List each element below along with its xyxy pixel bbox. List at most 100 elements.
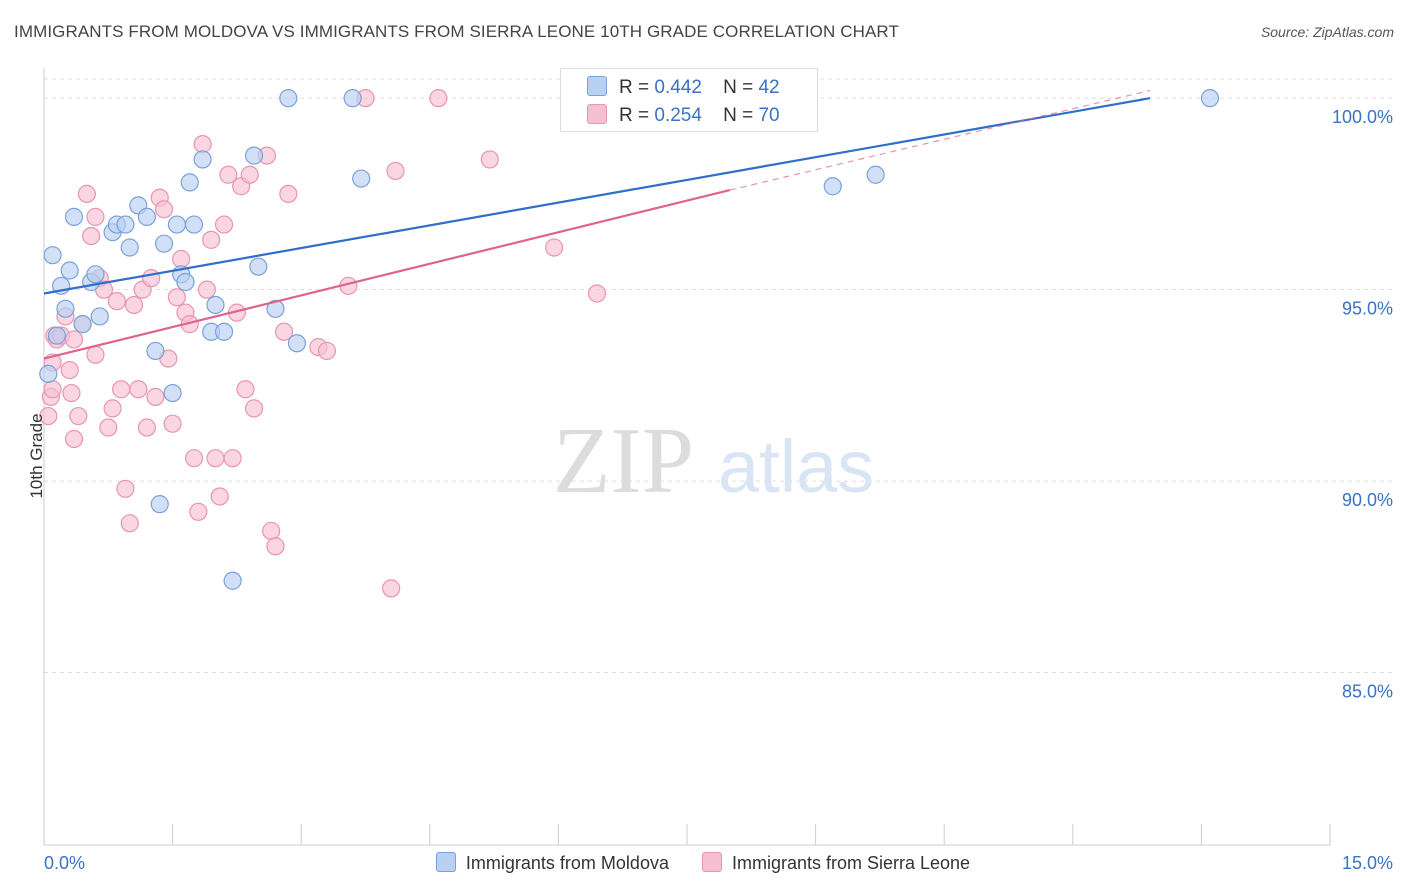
moldova-point bbox=[116, 215, 135, 234]
sierra-swatch bbox=[587, 104, 607, 124]
sierra-leone-points bbox=[39, 89, 607, 598]
sierra-leone-point bbox=[193, 135, 212, 154]
legend-item-moldova: Immigrants from Moldova bbox=[435, 852, 669, 874]
y-tick-label: 85.0% bbox=[1342, 682, 1393, 702]
legend-sierra-label: Immigrants from Sierra Leone bbox=[731, 853, 971, 873]
moldova-trend-line bbox=[43, 97, 1151, 295]
sierra-leone-point bbox=[172, 249, 191, 269]
moldova-point bbox=[352, 169, 371, 188]
moldova-point bbox=[206, 295, 225, 315]
legend-item-sierra: Immigrants from Sierra Leone bbox=[701, 852, 971, 874]
moldova-n-label: N = bbox=[723, 77, 754, 98]
sierra-leone-point bbox=[112, 380, 131, 399]
moldova-point bbox=[244, 146, 264, 165]
sierra-leone-point bbox=[214, 215, 234, 234]
sierra-leone-point bbox=[154, 200, 174, 219]
moldova-point bbox=[167, 215, 186, 234]
moldova-point bbox=[163, 383, 182, 403]
moldova-point bbox=[154, 234, 174, 253]
watermark-zip: ZIP bbox=[553, 409, 694, 513]
sierra-leone-point bbox=[223, 449, 242, 468]
moldova-point bbox=[214, 322, 234, 341]
sierra-leone-point bbox=[64, 429, 84, 449]
stats-legend: R = 0.442 N = 42 R = 0.254 N = 70 bbox=[560, 68, 818, 132]
moldova-point bbox=[287, 334, 307, 353]
sierra-leone-point bbox=[240, 165, 259, 184]
sierra-leone-point bbox=[64, 330, 84, 349]
sierra-leone-point bbox=[197, 280, 216, 299]
sierra-leone-point bbox=[236, 380, 255, 399]
sierra-leone-point bbox=[184, 449, 204, 468]
moldova-point bbox=[47, 326, 66, 345]
moldova-point bbox=[73, 315, 92, 334]
moldova-point bbox=[343, 89, 362, 108]
watermark: ZIP atlas bbox=[553, 409, 874, 513]
moldova-point bbox=[823, 177, 842, 196]
moldova-point bbox=[86, 265, 105, 284]
moldova-point bbox=[249, 257, 268, 276]
sierra-n-value: 70 bbox=[758, 105, 780, 126]
sierra-leone-point bbox=[124, 295, 144, 315]
sierra-leone-point bbox=[99, 418, 118, 437]
sierra-leone-point bbox=[163, 414, 182, 433]
sierra-trend-extension bbox=[729, 89, 1151, 191]
sierra-leone-point bbox=[82, 226, 101, 246]
sierra-leone-point bbox=[120, 514, 139, 533]
moldova-point bbox=[39, 364, 58, 384]
moldova-point bbox=[184, 215, 204, 234]
sierra-leone-point bbox=[545, 238, 564, 257]
trend-lines bbox=[43, 89, 1151, 360]
moldova-point bbox=[64, 207, 84, 226]
sierra-leone-point bbox=[77, 184, 96, 203]
moldova-point bbox=[266, 299, 285, 318]
sierra-leone-point bbox=[587, 284, 607, 303]
sierra-r-label: R = bbox=[619, 105, 650, 126]
sierra-leone-point bbox=[244, 399, 264, 418]
legend-moldova-label: Immigrants from Moldova bbox=[465, 853, 669, 873]
chart-source: Source: ZipAtlas.com bbox=[1260, 24, 1394, 40]
sierra-leone-point bbox=[279, 184, 298, 203]
legend-row-sierra: R = 0.254 N = 70 bbox=[587, 104, 780, 127]
moldova-point bbox=[1200, 89, 1220, 108]
moldova-points bbox=[39, 89, 1220, 590]
moldova-point bbox=[60, 261, 79, 280]
sierra-leone-point bbox=[317, 341, 337, 361]
moldova-point bbox=[176, 272, 195, 292]
moldova-r-label: R = bbox=[619, 77, 650, 98]
sierra-leone-point bbox=[60, 360, 79, 380]
sierra-leone-point bbox=[116, 479, 135, 498]
axes bbox=[43, 68, 1331, 846]
sierra-leone-point bbox=[69, 406, 88, 426]
watermark-atlas: atlas bbox=[718, 425, 874, 508]
sierra-leone-point bbox=[202, 230, 221, 249]
sierra-leone-point bbox=[382, 579, 401, 598]
sierra-legend-swatch bbox=[701, 852, 722, 872]
moldova-point bbox=[223, 571, 242, 590]
moldova-n-value: 42 bbox=[758, 77, 780, 98]
sierra-leone-point bbox=[480, 150, 499, 169]
sierra-leone-point bbox=[142, 269, 161, 288]
moldova-point bbox=[279, 89, 298, 108]
sierra-leone-point bbox=[262, 521, 281, 541]
sierra-leone-point bbox=[429, 89, 448, 108]
sierra-n-label: N = bbox=[723, 105, 754, 126]
sierra-leone-point bbox=[39, 406, 58, 426]
x-tick-label-left: 0.0% bbox=[44, 853, 85, 873]
sierra-leone-point bbox=[386, 161, 405, 181]
sierra-leone-point bbox=[167, 288, 186, 307]
tick-labels: 85.0% 90.0% 95.0% 100.0% 0.0% 15.0% bbox=[44, 107, 1393, 873]
sierra-leone-point bbox=[210, 487, 229, 506]
y-tick-label: 100.0% bbox=[1332, 107, 1393, 127]
sierra-leone-point bbox=[206, 449, 225, 468]
chart-title: IMMIGRANTS FROM MOLDOVA VS IMMIGRANTS FR… bbox=[14, 22, 899, 41]
moldova-point bbox=[866, 165, 885, 184]
moldova-r-value: 0.442 bbox=[654, 77, 702, 98]
sierra-leone-point bbox=[274, 322, 294, 341]
sierra-trend-line bbox=[43, 189, 731, 360]
sierra-leone-point bbox=[129, 380, 148, 399]
sierra-leone-point bbox=[43, 380, 62, 399]
moldova-point bbox=[150, 495, 169, 514]
sierra-leone-point bbox=[103, 399, 122, 418]
moldova-point bbox=[120, 238, 139, 257]
